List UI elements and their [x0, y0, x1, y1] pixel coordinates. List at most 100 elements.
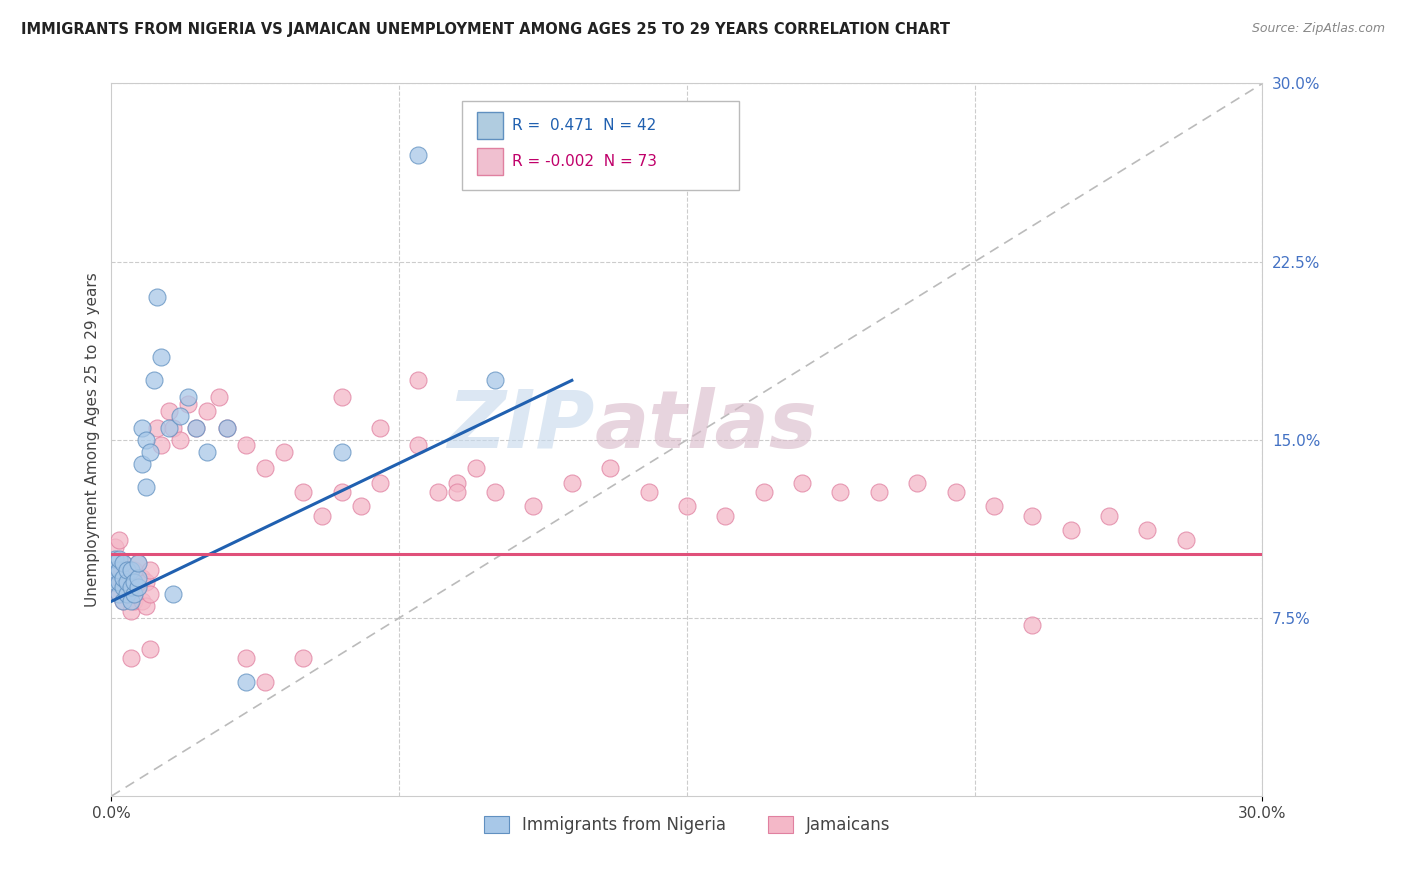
Point	[330, 485, 353, 500]
Point	[124, 594, 146, 608]
Point	[208, 390, 231, 404]
Text: atlas: atlas	[595, 386, 818, 465]
Point	[162, 421, 184, 435]
Point	[484, 373, 506, 387]
Point	[139, 444, 162, 458]
Point	[1021, 508, 1043, 523]
Point	[108, 563, 131, 577]
Point	[235, 437, 257, 451]
Point	[115, 587, 138, 601]
Point	[104, 551, 127, 566]
Point	[215, 421, 238, 435]
Point	[120, 604, 142, 618]
Point	[150, 437, 173, 451]
Point	[104, 563, 127, 577]
Point	[111, 556, 134, 570]
Point	[131, 594, 153, 608]
Point	[115, 563, 138, 577]
Point	[215, 421, 238, 435]
Point	[1021, 618, 1043, 632]
Text: IMMIGRANTS FROM NIGERIA VS JAMAICAN UNEMPLOYMENT AMONG AGES 25 TO 29 YEARS CORRE: IMMIGRANTS FROM NIGERIA VS JAMAICAN UNEM…	[21, 22, 950, 37]
Text: Source: ZipAtlas.com: Source: ZipAtlas.com	[1251, 22, 1385, 36]
Point	[253, 461, 276, 475]
Point	[111, 556, 134, 570]
Point	[1136, 523, 1159, 537]
Point	[108, 587, 131, 601]
Point	[484, 485, 506, 500]
Point	[127, 556, 149, 570]
Point	[157, 404, 180, 418]
Point	[311, 508, 333, 523]
Point	[368, 475, 391, 490]
Point	[330, 444, 353, 458]
Point	[676, 500, 699, 514]
Point	[142, 373, 165, 387]
Legend: Immigrants from Nigeria, Jamaicans: Immigrants from Nigeria, Jamaicans	[484, 816, 890, 834]
Point	[124, 575, 146, 590]
Point	[945, 485, 967, 500]
Point	[108, 575, 131, 590]
Point	[292, 651, 315, 665]
Point	[131, 457, 153, 471]
Point	[127, 580, 149, 594]
Point	[464, 461, 486, 475]
Point	[111, 570, 134, 584]
Point	[108, 570, 131, 584]
Point	[195, 444, 218, 458]
Point	[104, 575, 127, 590]
Point	[830, 485, 852, 500]
Point	[131, 570, 153, 584]
Point	[108, 587, 131, 601]
Point	[120, 651, 142, 665]
Point	[253, 675, 276, 690]
Text: ZIP: ZIP	[447, 386, 595, 465]
Point	[752, 485, 775, 500]
Point	[108, 533, 131, 547]
Point	[111, 594, 134, 608]
FancyBboxPatch shape	[478, 112, 503, 139]
Point	[104, 563, 127, 577]
Point	[446, 475, 468, 490]
Point	[273, 444, 295, 458]
Point	[368, 421, 391, 435]
Point	[111, 580, 134, 594]
Point	[139, 563, 162, 577]
Text: R = -0.002  N = 73: R = -0.002 N = 73	[512, 153, 657, 169]
Point	[157, 421, 180, 435]
Point	[292, 485, 315, 500]
Point	[120, 580, 142, 594]
Point	[195, 404, 218, 418]
Point	[426, 485, 449, 500]
Point	[350, 500, 373, 514]
Point	[408, 373, 430, 387]
Point	[235, 675, 257, 690]
Point	[637, 485, 659, 500]
Point	[146, 421, 169, 435]
Point	[111, 575, 134, 590]
Point	[146, 290, 169, 304]
Point	[139, 641, 162, 656]
Point	[150, 350, 173, 364]
Point	[599, 461, 621, 475]
Point	[184, 421, 207, 435]
Point	[561, 112, 583, 126]
FancyBboxPatch shape	[463, 102, 738, 190]
Point	[184, 421, 207, 435]
Point	[127, 556, 149, 570]
Point	[408, 147, 430, 161]
Point	[115, 587, 138, 601]
Point	[177, 397, 200, 411]
Point	[1098, 508, 1121, 523]
Point	[131, 421, 153, 435]
Point	[139, 587, 162, 601]
Point	[169, 433, 191, 447]
Point	[790, 475, 813, 490]
Point	[108, 551, 131, 566]
Point	[115, 575, 138, 590]
Point	[408, 437, 430, 451]
Point	[120, 563, 142, 577]
Point	[135, 480, 157, 494]
Point	[714, 508, 737, 523]
Point	[111, 594, 134, 608]
Point	[1174, 533, 1197, 547]
